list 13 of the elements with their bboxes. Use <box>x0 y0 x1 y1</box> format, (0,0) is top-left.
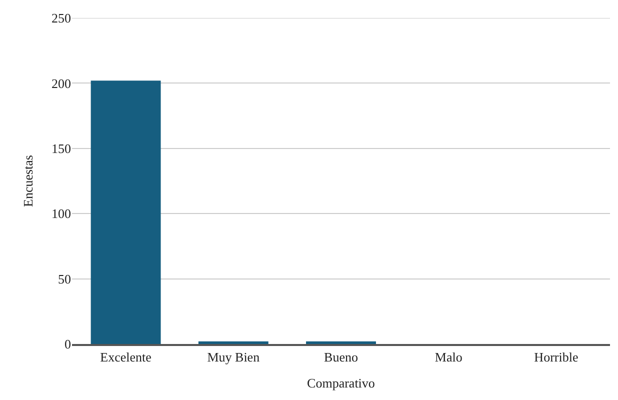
y-tick-label: 150 <box>52 140 71 156</box>
y-tick-label: 200 <box>52 76 71 91</box>
x-tick-label: Muy Bien <box>207 349 260 364</box>
y-tick-label: 0 <box>64 336 71 352</box>
x-tick-label: Malo <box>434 349 462 364</box>
y-tick-label: 50 <box>58 271 71 286</box>
y-tick-label: 250 <box>52 10 71 26</box>
y-tick-label: 100 <box>52 206 71 222</box>
x-axis-title: Comparativo <box>307 375 375 390</box>
y-axis-title: Encuestas <box>20 155 36 207</box>
x-tick-label: Excelente <box>100 349 152 364</box>
x-tick-label: Bueno <box>324 349 358 364</box>
x-tick-label: Horrible <box>534 349 578 364</box>
